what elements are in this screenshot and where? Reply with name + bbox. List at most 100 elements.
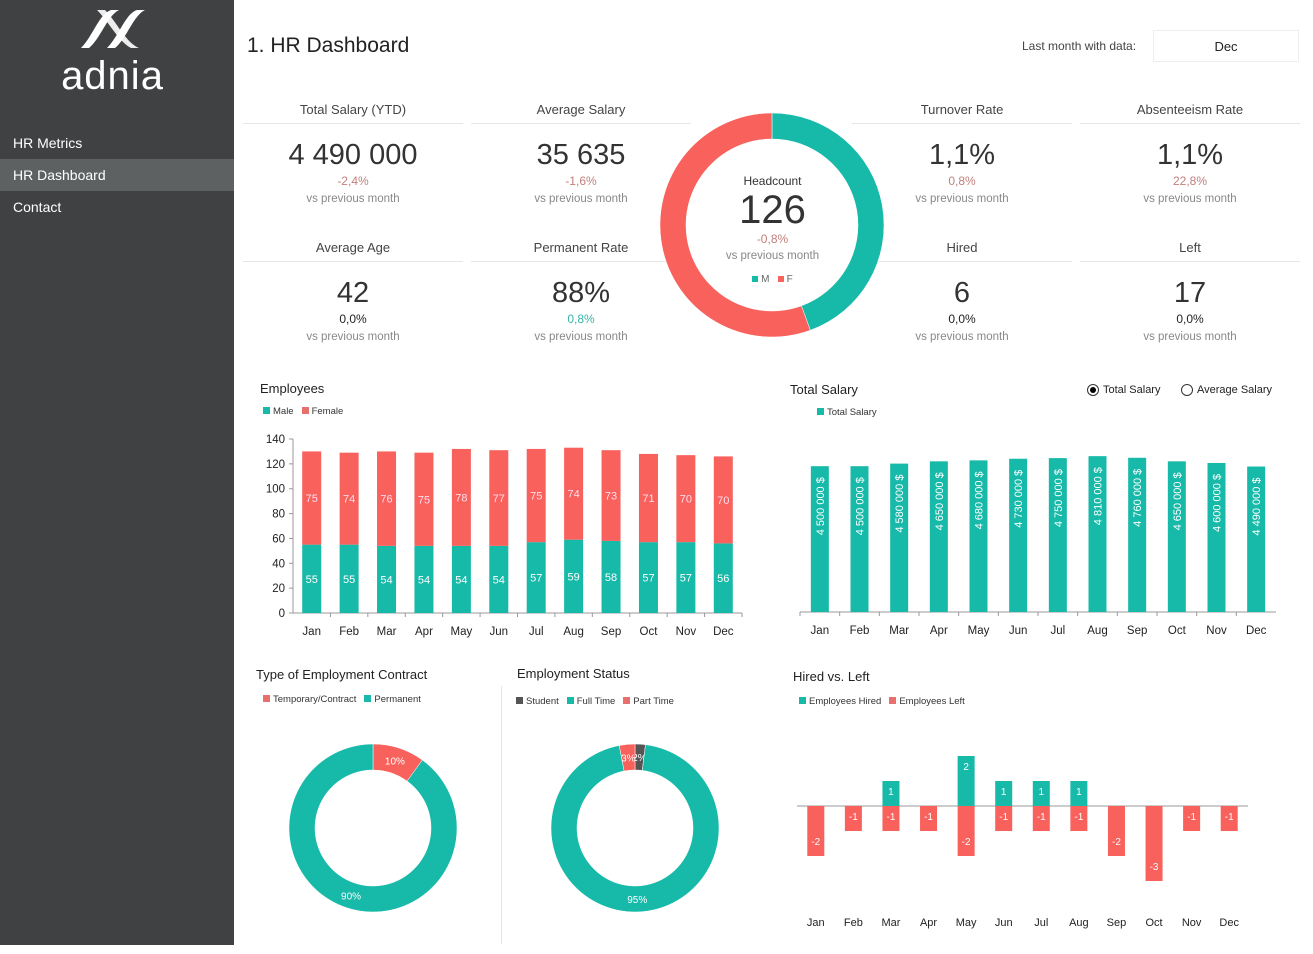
data-label-left: -1	[887, 812, 896, 823]
data-label-hired: 2	[963, 762, 969, 773]
x-tick-label: Dec	[1246, 625, 1267, 637]
kpi-change: 0,0%	[948, 312, 976, 326]
legend-female: F	[786, 274, 793, 285]
bar-total-salary	[1048, 458, 1067, 612]
bar-male	[414, 545, 434, 613]
data-label-female: 76	[380, 494, 392, 506]
donut-slice-full-time	[550, 744, 720, 913]
data-label: 4 750 000 $	[1053, 469, 1065, 527]
employees-title: Employees	[260, 381, 325, 396]
x-tick-label: Aug	[563, 626, 583, 638]
kpi-label: Permanent Rate	[471, 240, 691, 262]
bar-total-salary	[1128, 457, 1147, 612]
data-label-hired: 1	[1001, 787, 1007, 798]
legend-left: Employees Left	[889, 696, 965, 707]
sidebar-nav: HR Metrics HR Dashboard Contact	[0, 127, 234, 223]
x-tick-label: Dec	[713, 626, 734, 638]
kpi-left: Left 17 0,0% vs previous month	[1080, 240, 1300, 343]
kpi-change: -1,6%	[565, 174, 597, 188]
data-label: 4 600 000 $	[1212, 474, 1224, 532]
divider	[501, 686, 502, 944]
radio-average-salary[interactable]: Average Salary	[1181, 384, 1272, 396]
data-label-male: 57	[642, 573, 654, 585]
sidebar-item-hr-dashboard[interactable]: HR Dashboard	[0, 159, 234, 191]
x-tick-label: Sep	[1107, 917, 1127, 929]
x-tick-label: May	[968, 625, 990, 637]
bar-male	[526, 542, 546, 613]
kpi-vs-label: vs previous month	[306, 193, 400, 205]
bar-male	[451, 545, 471, 613]
data-label-female: 75	[530, 491, 542, 503]
bar-left	[995, 806, 1013, 831]
sidebar-item-contact[interactable]: Contact	[13, 199, 62, 215]
adnia-logo: adnia	[50, 8, 175, 98]
slice-label: 3%	[621, 753, 636, 764]
kpi-average-age: Average Age 42 0,0% vs previous month	[243, 240, 463, 343]
x-tick-label: Oct	[1168, 625, 1187, 637]
slice-label: 2%	[632, 753, 647, 764]
y-tick-label: 60	[272, 533, 285, 545]
data-label-male: 56	[717, 573, 729, 585]
data-label: 4 580 000 $	[894, 475, 906, 533]
legend-total-salary: Total Salary	[817, 407, 877, 418]
data-label: 4 680 000 $	[974, 471, 986, 529]
sidebar: adnia HR Metrics HR Dashboard Contact	[0, 0, 234, 945]
bar-female	[638, 453, 658, 543]
contract-title: Type of Employment Contract	[256, 667, 428, 682]
data-label-left: -1	[1225, 812, 1234, 823]
x-tick-label: Jun	[995, 917, 1013, 929]
slice-label: 95%	[627, 895, 647, 906]
x-tick-label: Jun	[1009, 625, 1028, 637]
kpi-vs-label: vs previous month	[534, 193, 628, 205]
bar-male	[713, 543, 733, 613]
x-tick-label: May	[451, 626, 473, 638]
x-tick-label: Dec	[1219, 917, 1239, 929]
sidebar-item-hr-metrics[interactable]: HR Metrics	[13, 135, 83, 151]
radio-total-salary[interactable]: Total Salary	[1087, 384, 1160, 396]
bar-left	[882, 806, 900, 831]
x-tick-label: Jan	[807, 917, 825, 929]
donut-slice-permanent	[288, 743, 458, 913]
bar-hired	[882, 781, 900, 806]
x-tick-label: Oct	[640, 626, 659, 638]
data-label-left: -3	[1150, 862, 1159, 873]
contract-donut: 10% 90%	[288, 743, 458, 913]
data-label-male: 58	[605, 572, 617, 584]
x-tick-label: Nov	[676, 626, 697, 638]
bar-female	[526, 448, 546, 543]
data-label-left: -1	[999, 812, 1008, 823]
data-label-female: 70	[680, 494, 692, 506]
donut-slice-part-time	[618, 743, 636, 772]
kpi-change: 22,8%	[1172, 174, 1208, 188]
slice-label: 10%	[385, 756, 405, 767]
kpi-absenteeism-rate: Absenteeism Rate 1,1% 22,8% vs previous …	[1080, 102, 1300, 205]
data-label: 4 500 000 $	[855, 477, 867, 535]
kpi-label: Total Salary (YTD)	[243, 102, 463, 124]
x-tick-label: Mar	[881, 917, 900, 929]
x-tick-label: Jul	[529, 626, 544, 638]
data-label-left: -2	[811, 837, 820, 848]
bar-left	[807, 806, 825, 856]
data-label-female: 78	[455, 492, 467, 504]
y-tick-label: 40	[272, 558, 285, 570]
data-label-male: 55	[306, 574, 318, 586]
data-label-male: 54	[418, 574, 430, 586]
x-tick-label: Mar	[889, 625, 909, 637]
kpi-label: Average Age	[243, 240, 463, 262]
data-label-male: 54	[493, 574, 505, 586]
bar-left	[1183, 806, 1201, 831]
data-label-left: -1	[849, 812, 858, 823]
x-tick-label: May	[956, 917, 977, 929]
bar-female	[377, 451, 397, 546]
data-label-female: 75	[306, 493, 318, 505]
legend-temporary: Temporary/Contract	[263, 694, 356, 705]
bar-total-salary	[969, 460, 988, 612]
status-title: Employment Status	[517, 666, 630, 681]
bar-hired	[995, 781, 1013, 806]
last-month-select[interactable]: Dec	[1153, 30, 1299, 62]
headcount-change: -0,8%	[756, 232, 789, 246]
bar-male	[601, 540, 621, 613]
kpi-label: Hired	[852, 240, 1072, 262]
bar-female	[451, 448, 471, 546]
headcount-label: Headcount	[743, 174, 802, 188]
